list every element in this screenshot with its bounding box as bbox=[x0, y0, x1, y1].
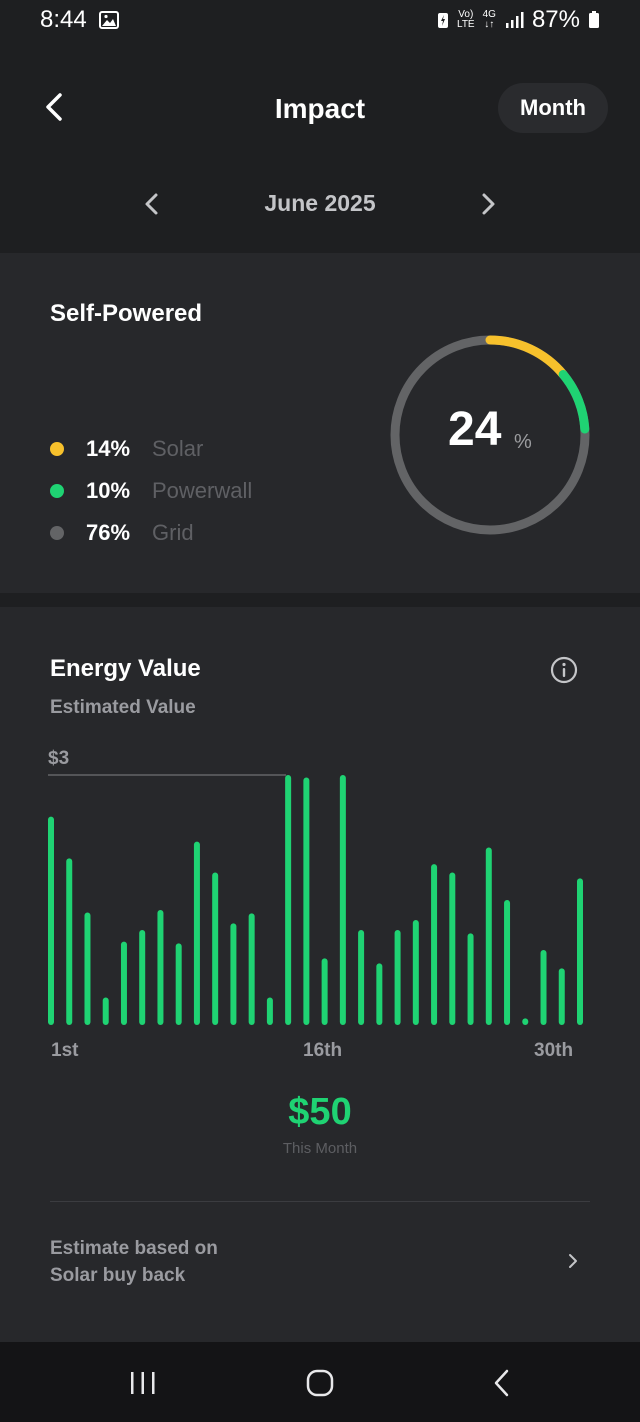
battery-saver-icon bbox=[438, 13, 448, 28]
divider bbox=[50, 1201, 590, 1202]
page-title: Impact bbox=[274, 93, 366, 124]
y-max-label: $3 bbox=[48, 748, 70, 769]
legend-solar: 14% Solar bbox=[50, 434, 203, 464]
estimate-basis-line2: Solar buy back bbox=[50, 1265, 186, 1286]
home-icon[interactable] bbox=[305, 1368, 335, 1398]
self-powered-ring bbox=[390, 335, 590, 535]
ring-segment-powerwall bbox=[558, 369, 590, 434]
network-4g-indicator: 4G ↓↑ bbox=[482, 9, 496, 30]
header: Impact Month June 2025 bbox=[0, 44, 640, 252]
solar-dot bbox=[50, 442, 64, 456]
previous-period-icon[interactable] bbox=[142, 192, 162, 216]
period-selector-button[interactable]: Month bbox=[498, 83, 608, 133]
system-back-icon[interactable] bbox=[490, 1368, 514, 1398]
info-icon[interactable] bbox=[550, 656, 578, 684]
estimate-basis-line1: Estimate based on bbox=[50, 1238, 218, 1259]
total-value: $50 bbox=[288, 1091, 352, 1133]
self-powered-card bbox=[0, 253, 640, 593]
powerwall-percent: 10% bbox=[86, 478, 131, 503]
next-period-icon[interactable] bbox=[478, 192, 498, 216]
grid-percent: 76% bbox=[86, 520, 131, 545]
date-label: June 2025 bbox=[264, 190, 376, 216]
recent-apps-icon[interactable] bbox=[128, 1370, 158, 1396]
total-label: This Month bbox=[282, 1140, 358, 1157]
solar-percent: 14% bbox=[86, 436, 131, 461]
energy-value-subtitle: Estimated Value bbox=[50, 697, 196, 718]
battery-icon bbox=[589, 11, 599, 28]
x-tick-mid: 16th bbox=[303, 1040, 343, 1061]
energy-value-title: Energy Value bbox=[50, 655, 201, 682]
grid-label: Grid bbox=[152, 520, 194, 545]
legend-powerwall: 10% Powerwall bbox=[50, 476, 252, 506]
status-time: 8:44 bbox=[40, 6, 87, 33]
x-tick-start: 1st bbox=[51, 1040, 79, 1061]
energy-value-card: Energy Value Estimated Value $3 1st 16th… bbox=[0, 607, 640, 1342]
estimate-basis-row[interactable]: Estimate based on Solar buy back bbox=[50, 1235, 218, 1289]
powerwall-label: Powerwall bbox=[152, 478, 253, 503]
signal-icon bbox=[505, 12, 524, 28]
self-powered-value: 24 bbox=[448, 403, 502, 456]
chevron-right-icon[interactable] bbox=[566, 1252, 580, 1270]
ring-segment-solar bbox=[485, 335, 568, 379]
self-powered-title: Self-Powered bbox=[50, 300, 203, 327]
x-tick-end: 30th bbox=[534, 1040, 574, 1061]
self-powered-unit: % bbox=[514, 431, 532, 453]
solar-label: Solar bbox=[152, 436, 204, 461]
energy-value-chart bbox=[48, 774, 583, 1025]
system-nav-bar bbox=[0, 1342, 640, 1422]
gallery-icon bbox=[99, 11, 119, 29]
powerwall-dot bbox=[50, 484, 64, 498]
back-arrow-icon[interactable] bbox=[40, 92, 70, 122]
volte-indicator: Vo) LTE bbox=[457, 9, 475, 30]
battery-percent: 87% bbox=[531, 6, 580, 33]
status-bar: 8:44 Vo) LTE 4G ↓↑ 87% bbox=[0, 0, 640, 44]
legend-grid: 76% Grid bbox=[50, 518, 194, 548]
status-indicators: Vo) LTE 4G ↓↑ 87% bbox=[437, 6, 600, 34]
grid-dot bbox=[50, 526, 64, 540]
